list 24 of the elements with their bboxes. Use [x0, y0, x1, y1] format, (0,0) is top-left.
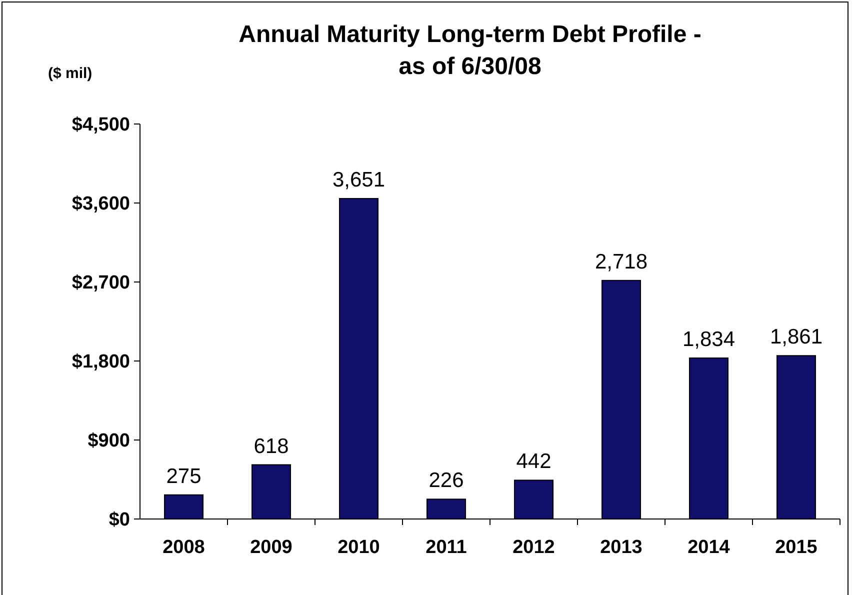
data-label: 226: [428, 469, 464, 492]
y-tick-label: $1,800: [72, 352, 130, 373]
y-axis-title: ($ mil): [48, 65, 92, 82]
y-tick-label: $0: [108, 510, 130, 531]
y-tick-label: $2,700: [72, 272, 130, 294]
data-label: 275: [166, 464, 202, 488]
data-label: 618: [254, 434, 289, 458]
data-label: 442: [516, 450, 552, 474]
y-tick-label: $900: [88, 430, 130, 452]
x-tick-label: 2014: [688, 537, 730, 558]
data-label: 1,834: [682, 328, 736, 352]
x-tick-label: 2008: [162, 537, 205, 558]
data-label: 2,718: [594, 250, 648, 274]
x-tick-label: 2011: [426, 537, 468, 558]
x-tick-label: 2015: [775, 537, 818, 558]
y-tick-label: $3,600: [72, 194, 130, 215]
chart-title: Annual Maturity Long-term Debt Profile - as of 6/30/08: [238, 21, 702, 80]
x-tick-label: 2010: [338, 537, 380, 558]
data-label: 3,651: [332, 168, 386, 192]
x-tick-label: 2013: [600, 537, 642, 558]
data-label: 1,861: [770, 326, 823, 349]
x-tick-label: 2012: [512, 537, 555, 558]
x-tick-label: 2009: [250, 537, 292, 558]
y-tick-label: $4,500: [72, 114, 130, 136]
